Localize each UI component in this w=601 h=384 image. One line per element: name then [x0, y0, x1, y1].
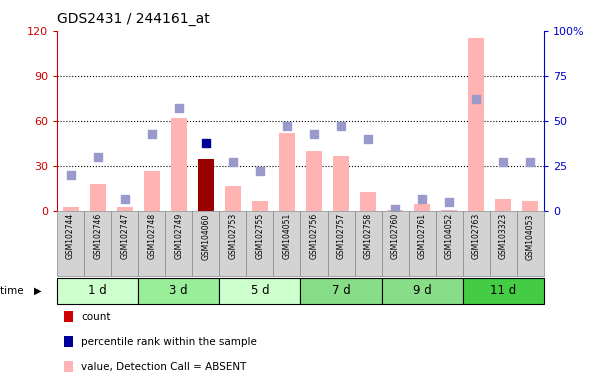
Text: GSM104053: GSM104053 [526, 213, 535, 260]
Text: GSM103323: GSM103323 [499, 213, 508, 260]
Bar [495, 199, 511, 211]
Bar [64, 336, 73, 347]
Bar [165, 211, 192, 276]
Text: time: time [0, 286, 27, 296]
Point [174, 105, 183, 111]
Bar [517, 211, 544, 276]
Bar [90, 184, 106, 211]
Bar [252, 201, 268, 211]
Bar [300, 278, 382, 304]
Bar [414, 204, 430, 211]
Bar [382, 278, 463, 304]
Bar [463, 211, 490, 276]
Bar [279, 133, 295, 211]
Point [498, 159, 508, 166]
Text: GSM102756: GSM102756 [310, 213, 319, 260]
Bar [441, 210, 457, 211]
Bar [138, 278, 219, 304]
Text: GSM102753: GSM102753 [228, 213, 237, 260]
Bar [219, 278, 300, 304]
Bar [382, 211, 409, 276]
Point [66, 172, 76, 178]
Text: GSM102746: GSM102746 [93, 213, 102, 260]
Text: GSM102748: GSM102748 [147, 213, 156, 259]
Point [255, 169, 264, 175]
Text: GSM102758: GSM102758 [364, 213, 373, 259]
Bar [57, 211, 84, 276]
Bar [57, 278, 138, 304]
Bar [328, 211, 355, 276]
Text: percentile rank within the sample: percentile rank within the sample [81, 337, 257, 347]
Bar [171, 118, 187, 211]
Bar [63, 207, 79, 211]
Bar [387, 210, 403, 211]
Bar [64, 361, 73, 372]
Point [201, 139, 210, 146]
Bar [463, 278, 544, 304]
Bar [111, 211, 138, 276]
Bar [246, 211, 273, 276]
Text: GSM102763: GSM102763 [472, 213, 481, 260]
Bar [355, 211, 382, 276]
Point [471, 96, 481, 103]
Bar [468, 38, 484, 211]
Bar [360, 192, 376, 211]
Bar [300, 211, 328, 276]
Bar [117, 207, 133, 211]
Bar [436, 211, 463, 276]
Bar [84, 211, 111, 276]
Point [228, 159, 238, 166]
Point [93, 154, 102, 160]
Point [444, 199, 454, 205]
Text: GSM104052: GSM104052 [445, 213, 454, 260]
Bar [333, 156, 349, 211]
Bar [219, 211, 246, 276]
Text: 3 d: 3 d [169, 285, 188, 297]
Point [282, 123, 291, 129]
Text: 5 d: 5 d [251, 285, 269, 297]
Bar [273, 211, 300, 276]
Bar [138, 211, 165, 276]
Bar [306, 151, 322, 211]
Text: count: count [81, 312, 111, 322]
Text: GSM102747: GSM102747 [120, 213, 129, 260]
Text: 7 d: 7 d [332, 285, 350, 297]
Text: GSM102744: GSM102744 [66, 213, 75, 260]
Text: GSM102761: GSM102761 [418, 213, 427, 259]
Point [363, 136, 373, 142]
Bar [490, 211, 517, 276]
Point [336, 123, 346, 129]
Text: GSM102757: GSM102757 [337, 213, 346, 260]
Text: 11 d: 11 d [490, 285, 516, 297]
Point [525, 159, 535, 166]
Bar [192, 211, 219, 276]
Bar [409, 211, 436, 276]
Text: 1 d: 1 d [88, 285, 107, 297]
Text: GSM104051: GSM104051 [282, 213, 291, 260]
Text: value, Detection Call = ABSENT: value, Detection Call = ABSENT [81, 362, 246, 372]
Point [417, 195, 427, 202]
Bar [522, 201, 538, 211]
Bar [64, 311, 73, 322]
Bar [144, 170, 160, 211]
Text: ▶: ▶ [34, 286, 41, 296]
Point [120, 195, 129, 202]
Point [147, 131, 156, 137]
Text: GSM102755: GSM102755 [255, 213, 264, 260]
Text: GSM102760: GSM102760 [391, 213, 400, 260]
Bar [225, 185, 241, 211]
Text: 9 d: 9 d [413, 285, 432, 297]
Text: GSM102749: GSM102749 [174, 213, 183, 260]
Text: GDS2431 / 244161_at: GDS2431 / 244161_at [57, 12, 210, 25]
Point [309, 131, 319, 137]
Point [391, 206, 400, 212]
Text: GSM104060: GSM104060 [201, 213, 210, 260]
Bar [198, 159, 214, 211]
